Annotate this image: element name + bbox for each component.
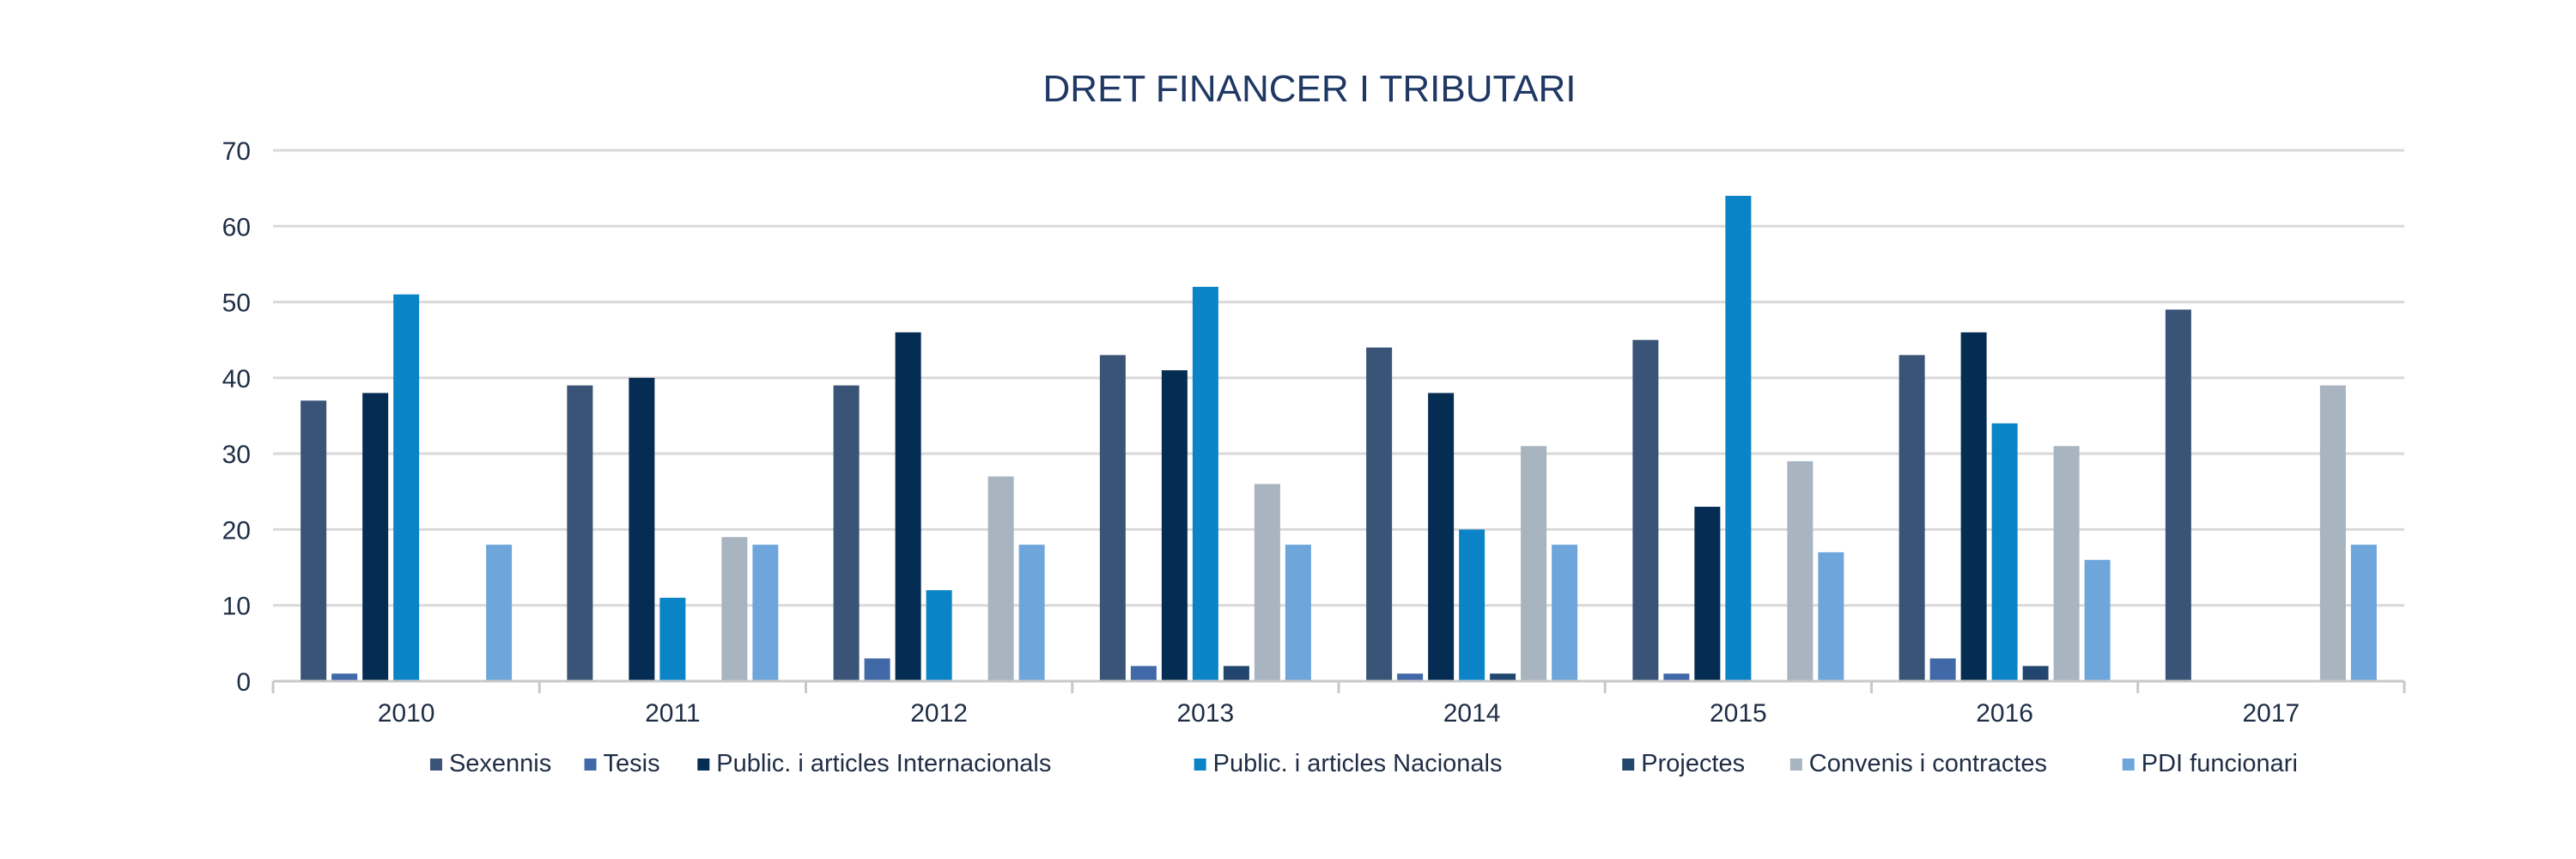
y-tick-label: 50 [222,289,251,318]
y-tick-label: 40 [222,365,251,393]
bar [567,385,593,681]
y-tick-label: 30 [222,441,251,469]
y-tick-label: 0 [236,668,251,697]
bar [1899,355,1925,681]
legend-swatch [1622,758,1635,771]
bar [393,294,420,681]
legend-swatch [697,758,710,771]
bar [1663,673,1690,681]
axes: 0 10 20 30 40 50 60 70 2010 2011 2012 2013 2014 2015 2… [222,137,2406,728]
bar [721,537,748,681]
y-tick-label: 60 [222,213,251,241]
x-tick-label: 2017 [2243,699,2300,728]
legend-label: Public. i articles Nacionals [1213,750,1503,777]
x-tick-label: 2015 [1710,699,1767,728]
bar [2165,309,2191,681]
legend-label: Public. i articles Internacionals [716,750,1051,777]
legend-label: Tesis [604,750,660,777]
bar [1285,545,1311,681]
chart-title: DRET FINANCER I TRIBUTARI [1043,68,1577,110]
bar [2319,385,2346,681]
bar [1397,673,1424,681]
bar [1694,506,1721,681]
bar [301,400,327,681]
gridlines [273,149,2404,607]
bar [1459,529,1485,681]
legend-swatch [429,758,442,771]
bar [2084,559,2111,681]
legend-label: Sexennis [449,750,551,777]
bar [895,332,921,681]
bar [2350,545,2377,681]
bar [1632,339,1659,681]
bar [1552,545,1578,681]
legend: Sexennis Tesis Public. i articles Internac… [429,750,2298,777]
bar [1130,666,1157,681]
bar [1521,446,1547,681]
bar [659,597,686,681]
legend-label: Convenis i contractes [1809,750,2047,777]
bars [301,195,2377,681]
bar [833,385,860,681]
legend-swatch [2122,758,2135,771]
bar [1929,658,1956,681]
y-tick-label: 70 [222,137,251,166]
bar [629,377,655,681]
bar [1366,347,1393,681]
bar [1192,286,1218,681]
bar [2022,666,2049,681]
x-tick-label: 2012 [910,699,968,728]
bar [864,658,890,681]
legend-swatch [1194,758,1206,771]
bar [1161,370,1188,681]
bar [1254,484,1280,681]
bar [1787,460,1814,681]
bar [2053,446,2080,681]
bar [926,590,952,681]
legend-label: PDI funcionari [2142,750,2298,777]
bar [331,673,358,681]
bar [1490,673,1516,681]
bar [362,393,389,681]
x-tick-label: 2011 [645,699,701,728]
bar [1428,393,1455,681]
bar [1818,551,1844,681]
x-tick-label: 2013 [1177,699,1235,728]
bar [752,545,779,681]
legend-swatch [1789,758,1802,771]
bar [1099,355,1126,681]
bar [1991,423,2018,681]
bar [1960,332,1987,681]
legend-swatch [584,758,597,771]
y-tick-label: 10 [222,593,251,621]
bar [987,476,1014,681]
bar [1018,545,1045,681]
x-tick-label: 2016 [1976,699,2033,728]
bar [486,545,513,681]
bar [1725,195,1752,681]
x-tick-label: 2014 [1443,699,1501,728]
legend-label: Projectes [1641,750,1745,777]
x-tick-label: 2010 [378,699,435,728]
bar [1223,666,1249,681]
y-tick-label: 20 [222,516,251,545]
